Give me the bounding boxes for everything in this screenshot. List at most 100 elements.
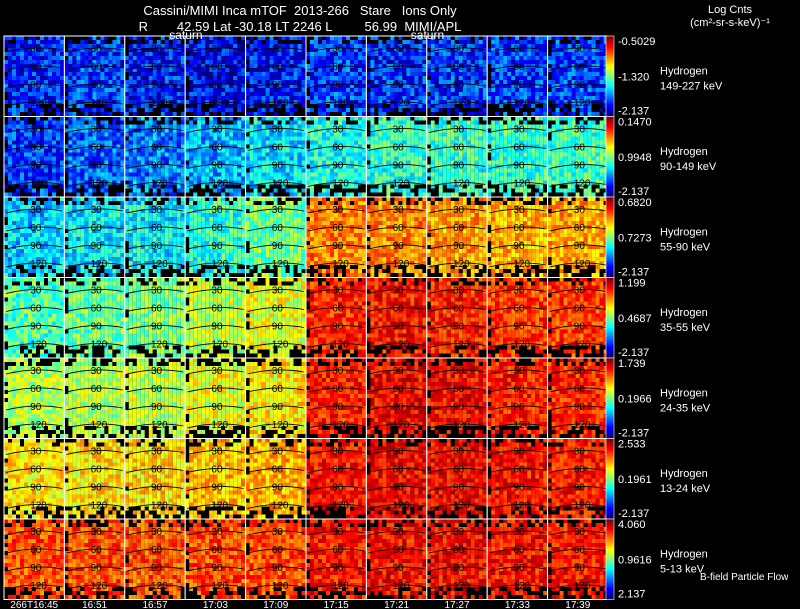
contour-label: 60 [453, 62, 465, 73]
contour-line [489, 262, 546, 268]
contour-line [247, 584, 305, 590]
contour-line [5, 47, 63, 53]
colorbar-segment [606, 104, 614, 107]
contour-label: 120 [30, 179, 47, 190]
contour-line [187, 504, 244, 509]
contour-line [489, 101, 546, 107]
contour-label: 120 [272, 259, 289, 270]
contour-line [5, 164, 63, 169]
colorbar-segment [606, 519, 614, 522]
colorbar-segment [606, 329, 614, 333]
contour-label: 90 [453, 80, 465, 91]
contour-line [187, 530, 244, 536]
colorbar-segment [606, 44, 614, 47]
contour-label: 90 [272, 161, 284, 172]
species-label: Hydrogen [660, 548, 708, 560]
contour-label: 120 [332, 179, 349, 190]
colorbar-segment [606, 573, 614, 576]
colorbar-segment [606, 537, 614, 540]
contour-label: 90 [453, 241, 465, 252]
time-tick-label: 17:15 [324, 600, 349, 609]
contour-line [247, 504, 305, 509]
contour-label: 90 [574, 241, 586, 252]
units-line1: Log Cnts [660, 4, 800, 17]
contour-label: 120 [151, 340, 168, 351]
contour-label: 60 [453, 465, 465, 476]
contour-line [428, 450, 486, 455]
colorbar-segment [606, 112, 614, 115]
colorbar-segment [606, 277, 614, 281]
colorbar-segment [606, 239, 614, 242]
colorbar-segment [606, 80, 614, 83]
colorbar-segment [606, 470, 614, 474]
contour-line [5, 307, 63, 312]
colorbar-segment [606, 251, 614, 254]
colorbar-segment [606, 138, 614, 142]
contour-label: 120 [453, 259, 470, 270]
contour-line [66, 325, 123, 330]
colorbar-segment [606, 404, 614, 407]
colorbar-max-label: 1.199 [618, 278, 646, 290]
contour-line [66, 47, 123, 53]
contour-line [549, 548, 607, 554]
colorbar-mid-label: 0.4687 [618, 313, 652, 325]
colorbar-mid-label: 0.1966 [618, 393, 652, 405]
time-tick-label: 17:39 [565, 600, 590, 609]
colorbar-segment [606, 500, 614, 504]
contour-label: 90 [574, 161, 586, 172]
contour-line [368, 504, 425, 509]
contour-line [489, 47, 546, 53]
units-line2: (cm²-sr-s-keV)⁻¹ [660, 17, 800, 30]
colorbar-segment [606, 589, 614, 592]
colorbar-segment [606, 571, 614, 574]
contour-label: 90 [332, 322, 344, 333]
contour-line [307, 83, 365, 89]
colorbar-segment [606, 162, 614, 166]
colorbar-segment [606, 533, 614, 536]
contour-line [187, 486, 244, 491]
image-panel [366, 36, 427, 116]
contour-label: 120 [272, 581, 289, 592]
colorbar-segment [606, 38, 614, 41]
contour-label: 30 [453, 286, 465, 297]
colorbar-segment [606, 508, 614, 512]
colorbar-segment [606, 190, 614, 194]
contour-line [5, 262, 63, 268]
image-panel [245, 438, 306, 519]
colorbar-segment [606, 490, 614, 494]
contour-label: 90 [393, 563, 405, 574]
image-panel [64, 358, 125, 438]
colorbar-segment [606, 420, 614, 423]
colorbar-segment [606, 168, 614, 172]
contour-line [489, 343, 546, 348]
colorbar-max-label: 0.6820 [618, 197, 652, 209]
contour-line [549, 146, 607, 151]
contour-label: 60 [574, 143, 586, 154]
image-panel [547, 116, 608, 197]
contour-line [368, 450, 425, 455]
colorbar-segment [606, 452, 614, 456]
contour-label: 30 [453, 205, 465, 216]
colorbar-segment [606, 253, 614, 256]
contour-line [66, 128, 123, 133]
contour-line [549, 182, 607, 187]
image-panel [124, 438, 185, 519]
contour-line [66, 530, 123, 536]
contour-line [5, 530, 63, 536]
contour-label: 120 [453, 98, 470, 109]
contour-line [187, 226, 244, 232]
contour-label: 90 [513, 80, 525, 91]
colorbar-segment [606, 388, 614, 391]
contour-label: 60 [574, 545, 586, 556]
contour-label: 30 [332, 447, 344, 458]
contour-label: 60 [453, 304, 465, 315]
colorbar-segment [606, 150, 614, 154]
colorbar-segment [606, 374, 614, 377]
colorbar-segment [606, 529, 614, 532]
species-label: Hydrogen [660, 226, 708, 238]
contour-label: 30 [453, 527, 465, 538]
colorbar-min-label: -2.137 [618, 347, 649, 359]
contour-line [428, 289, 486, 294]
colorbar-segment [606, 412, 614, 415]
